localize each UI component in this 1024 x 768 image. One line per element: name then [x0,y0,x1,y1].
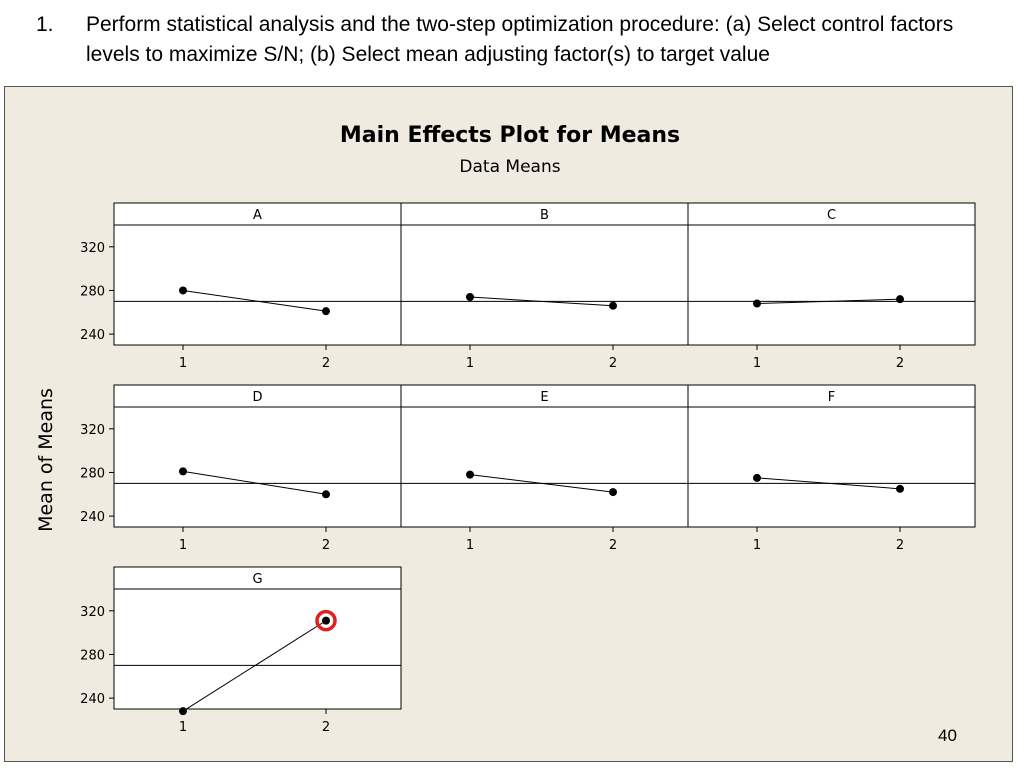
x-tick-label: 2 [609,356,617,371]
x-tick-label: 1 [466,538,474,553]
y-tick-label: 320 [80,423,105,438]
data-point [753,473,761,482]
step-text: Perform statistical analysis and the two… [86,13,954,66]
factor-label: A [253,208,262,223]
x-tick-label: 2 [609,538,617,553]
data-point [896,295,904,304]
y-tick-label: 240 [80,510,105,525]
chart-subtitle: Data Means [459,157,560,177]
x-tick-label: 2 [322,356,330,371]
x-tick-label: 2 [322,538,330,553]
factor-panel-D: D 240 280 320 1 2 [80,384,402,553]
factor-panel-G: G 240 280 320 1 2 [80,566,402,735]
effect-line [756,477,901,490]
plot-area [687,406,976,528]
y-tick-label: 280 [80,284,105,299]
data-point [466,470,474,479]
x-tick-label: 2 [896,356,904,371]
chart-title: Main Effects Plot for Means [340,123,680,148]
factor-panel-E: E 1 2 [400,384,689,553]
x-tick-label: 1 [179,720,187,735]
data-point [466,293,474,301]
factor-panel-B: B 1 2 [400,202,689,371]
y-tick-label: 320 [80,241,105,256]
effect-line [182,289,327,312]
factor-label: G [252,572,262,587]
effect-line [469,474,614,493]
plot-area [400,406,689,528]
x-tick-label: 1 [179,356,187,371]
effect-line [469,296,614,307]
data-point [179,467,187,476]
data-point [179,707,187,716]
plot-area [113,224,402,346]
y-tick-label: 240 [80,692,105,707]
effect-line [756,298,901,305]
page-number: 40 [938,726,957,745]
highlight-circle [315,609,337,632]
factor-panel-F: F 1 2 [687,384,976,553]
y-tick-label: 280 [80,648,105,663]
x-tick-label: 2 [896,538,904,553]
effect-line [182,620,327,712]
factor-panel-C: C 1 2 [687,202,976,371]
data-point [322,490,330,499]
factor-panel-A: A 240 280 320 1 2 [80,202,402,371]
effect-line [182,470,327,495]
data-point [322,616,330,625]
x-tick-label: 2 [322,720,330,735]
plot-area [400,224,689,346]
x-tick-label: 1 [179,538,187,553]
data-point [179,286,187,295]
y-axis-label: Mean of Means [35,388,57,532]
x-tick-label: 1 [466,356,474,371]
x-tick-label: 1 [753,538,761,553]
factor-label: F [828,390,835,405]
step-number: 1. [36,13,54,36]
plot-area [113,406,402,528]
y-tick-label: 320 [80,605,105,620]
x-tick-label: 1 [753,356,761,371]
data-point [896,484,904,493]
factor-label: C [827,208,836,223]
data-point [322,307,330,316]
data-point [609,488,617,497]
plot-area [687,224,976,346]
data-point [753,299,761,308]
y-tick-label: 280 [80,466,105,481]
data-point [609,301,617,310]
y-tick-label: 240 [80,328,105,343]
plot-area [113,588,402,710]
factor-label: E [540,390,548,405]
factor-label: B [540,208,549,223]
factor-label: D [252,390,262,405]
